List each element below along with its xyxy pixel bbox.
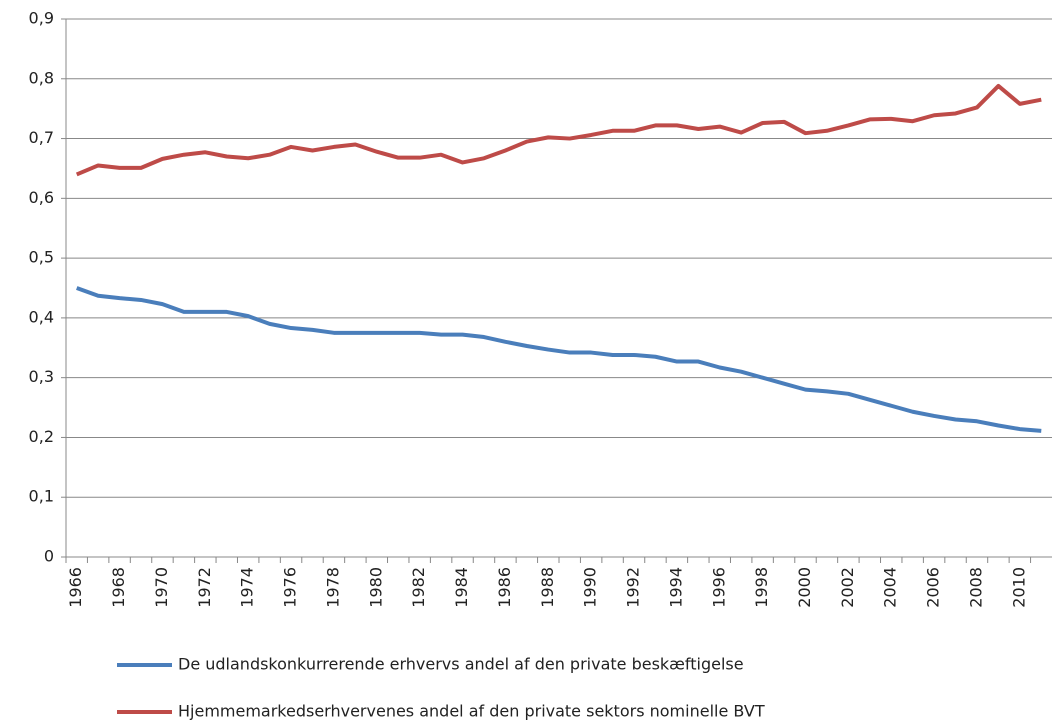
x-tick-label: 1990 (581, 567, 600, 608)
x-tick-label: 1986 (495, 567, 514, 608)
y-tick-label: 0,5 (29, 248, 54, 267)
x-tick-label: 1970 (152, 567, 171, 608)
x-tick-label: 1968 (109, 567, 128, 608)
x-tick-label: 2010 (1009, 567, 1028, 608)
x-tick-label: 1972 (195, 567, 214, 608)
x-tick-label: 1988 (538, 567, 557, 608)
y-tick-label: 0,7 (29, 128, 54, 147)
y-tick-label: 0,8 (29, 68, 54, 87)
y-tick-label: 0 (44, 547, 54, 566)
x-tick-label: 1992 (624, 567, 643, 608)
x-tick-label: 1982 (409, 567, 428, 608)
x-tick-label: 1974 (238, 567, 257, 608)
x-tick-label: 2008 (966, 567, 985, 608)
x-tick-label: 1980 (366, 567, 385, 608)
x-tick-label: 1976 (281, 567, 300, 608)
x-tick-label: 1996 (709, 567, 728, 608)
x-tick-label: 1978 (323, 567, 342, 608)
y-tick-label: 0,9 (29, 9, 54, 28)
y-tick-label: 0,1 (29, 487, 54, 506)
x-tick-label: 2000 (795, 567, 814, 608)
x-tick-label: 2002 (838, 567, 857, 608)
x-tick-label: 1966 (66, 567, 85, 608)
series-line (75, 83, 1042, 177)
x-tick-label: 1998 (752, 567, 771, 608)
x-tick-label: 2004 (881, 567, 900, 608)
series-line (76, 286, 1042, 433)
y-tick-label: 0,6 (29, 188, 54, 207)
y-tick-label: 0,3 (29, 367, 54, 386)
legend-label: Hjemmemarkedserhvervenes andel af den pr… (178, 702, 765, 721)
y-tick-label: 0,4 (29, 307, 54, 326)
x-tick-label: 1984 (452, 567, 471, 608)
x-tick-label: 1994 (666, 567, 685, 608)
x-tick-label: 2006 (924, 567, 943, 608)
y-tick-label: 0,2 (29, 427, 54, 446)
legend-label: De udlandskonkurrerende erhvervs andel a… (178, 655, 744, 674)
